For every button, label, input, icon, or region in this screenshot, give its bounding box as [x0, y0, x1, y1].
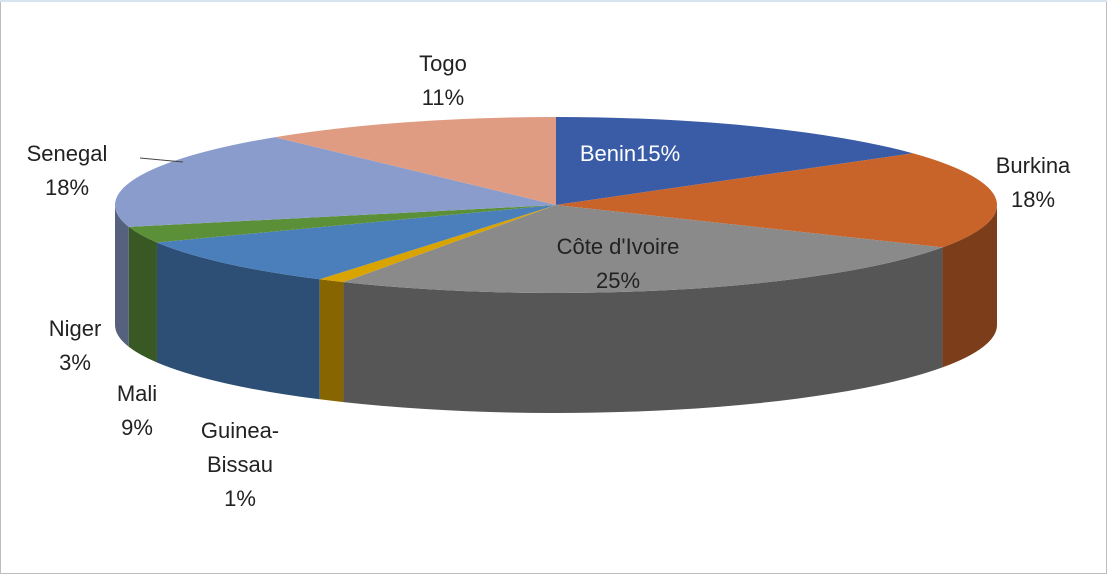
pie-side	[115, 205, 129, 347]
pie-side	[128, 226, 157, 363]
value-label: 15%	[636, 141, 680, 166]
category-label: Senegal	[27, 141, 108, 166]
pie-sides	[115, 205, 997, 413]
pie-slice	[274, 117, 556, 205]
labels: Benin15% Burkina 18% Côte d'Ivoire 25% Guinea…	[27, 51, 1071, 511]
value-label: 11%	[422, 85, 464, 110]
pie-side	[156, 242, 320, 400]
pie-slice	[156, 205, 557, 280]
pie-tops	[115, 117, 997, 293]
value-label: 25%	[596, 268, 640, 293]
pie-side	[319, 279, 344, 403]
pie-slice	[343, 205, 943, 293]
value-label: 1%	[224, 486, 256, 511]
category-label: Benin	[580, 141, 636, 166]
category-label: Mali	[117, 381, 157, 406]
value-label: 3%	[59, 350, 91, 375]
pie-side	[942, 205, 997, 368]
category-label: Burkina	[996, 153, 1071, 178]
leader-line	[139, 157, 184, 163]
category-label: Togo	[419, 51, 467, 76]
category-label: Côte d'Ivoire	[557, 234, 680, 259]
pie-slice	[128, 205, 556, 243]
pie-slice	[319, 205, 556, 283]
data-label: Benin15%	[580, 141, 680, 166]
value-label: 18%	[1011, 187, 1055, 212]
category-label: Niger	[49, 316, 102, 341]
category-label: Guinea-Bissau	[201, 418, 279, 477]
pie-side	[343, 247, 943, 413]
value-label: 9%	[121, 415, 153, 440]
pie-slice	[556, 153, 997, 248]
pie-slice	[556, 117, 913, 205]
pie-slice	[115, 137, 557, 227]
value-label: 18%	[45, 175, 89, 200]
